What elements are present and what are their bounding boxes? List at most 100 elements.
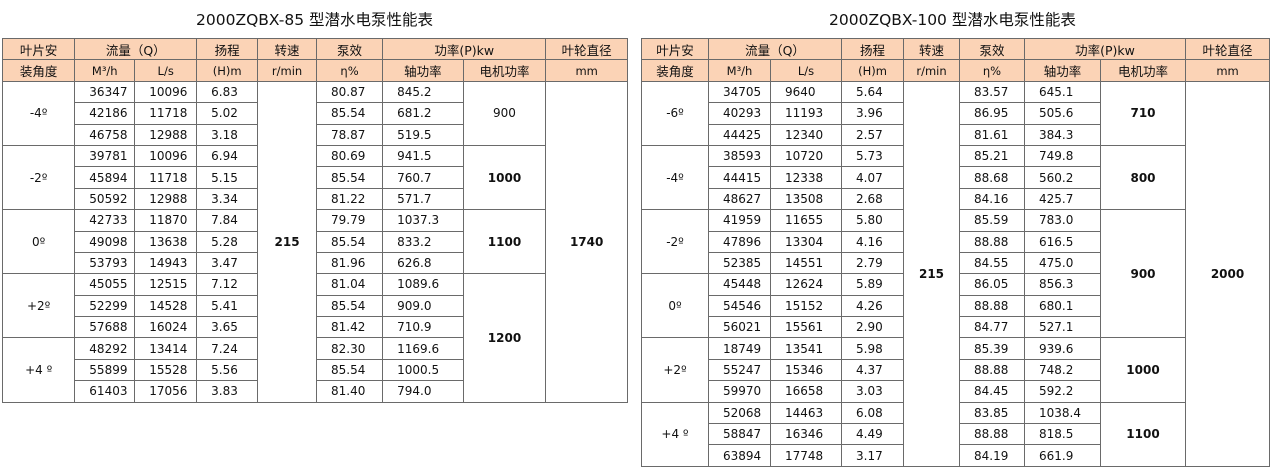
flow-m3h-header: M³/h	[74, 59, 136, 82]
header-row-2: 装角度 M³/h L/s (H)m r/min η% 轴功率 电机功率 mm	[641, 59, 1270, 82]
shaft-power-cell: 475.0	[1024, 251, 1101, 275]
flow-ls-cell: 15561	[770, 316, 842, 339]
efficiency-cell: 80.69	[315, 144, 384, 168]
head-cell: 5.28	[196, 230, 259, 253]
motor-power-cell: 710	[1099, 80, 1187, 146]
angle-header-top: 叶片安	[1, 37, 76, 61]
angle-cell: +2º	[641, 337, 709, 403]
shaft-power-cell: 1169.6	[382, 337, 464, 360]
flow-ls-cell: 17748	[770, 444, 842, 467]
angle-header-top: 叶片安	[641, 37, 709, 61]
shaft-power-cell: 616.5	[1024, 230, 1101, 253]
flow-ls-cell: 16658	[770, 380, 842, 403]
head-cell: 5.41	[196, 294, 259, 318]
efficiency-cell: 83.85	[959, 401, 1025, 425]
flow-m3h-cell: 34705	[708, 80, 771, 104]
performance-table-100: 叶片安 流量（Q） 扬程 转速 泵效 功率(P)kw 叶轮直径 装角度 M³/h L/s (H)m r…	[641, 37, 1270, 467]
efficiency-cell: 81.04	[315, 273, 384, 296]
flow-m3h-cell: 48292	[74, 337, 136, 360]
impeller-header: 叶轮直径	[1185, 37, 1270, 61]
efficiency-cell: 81.22	[315, 187, 384, 211]
motor-power-cell: 800	[1099, 144, 1187, 211]
flow-ls-cell: 14463	[770, 401, 842, 425]
head-cell: 4.07	[841, 166, 904, 189]
table-row: 59970 16658 3.03 84.45 592.2	[642, 380, 1270, 403]
shaft-power-cell: 681.2	[382, 102, 464, 125]
head-cell: 5.89	[841, 273, 904, 296]
power-header: 功率(P)kw	[382, 37, 547, 61]
angle-cell: 0º	[1, 209, 76, 275]
speed-unit-header: r/min	[257, 59, 317, 82]
flow-m3h-cell: 52068	[708, 401, 771, 425]
shaft-power-cell: 384.3	[1024, 123, 1101, 146]
flow-ls-cell: 13541	[770, 337, 842, 360]
angle-cell: +4 º	[641, 401, 709, 467]
table-row: -4º 36347 10096 6.83 215 80.87 845.2 900 1740	[1, 80, 628, 403]
shaft-power-header: 轴功率	[382, 59, 464, 82]
flow-m3h-cell: 45055	[74, 273, 136, 296]
table-row: 42186 11718 5.02 85.54 681.2	[3, 102, 628, 125]
shaft-power-cell: 939.6	[1024, 337, 1101, 360]
motor-power-cell: 1000	[1099, 337, 1187, 403]
angle-cell: -4º	[1, 80, 76, 146]
flow-ls-cell: 10096	[134, 80, 198, 104]
head-cell: 7.12	[196, 273, 259, 296]
head-cell: 5.56	[196, 358, 259, 382]
impeller-header: 叶轮直径	[545, 37, 628, 61]
table-row: 0º 42733 11870 7.84 79.79 1037.3 1100	[1, 209, 628, 275]
head-header: 扬程	[196, 37, 259, 61]
motor-power-cell: 1100	[462, 209, 547, 275]
table-row: +2º 45055 12515 7.12 81.04 1089.6 1200	[1, 273, 628, 403]
angle-cell: -2º	[641, 209, 709, 275]
efficiency-cell: 88.88	[959, 358, 1025, 382]
head-cell: 3.83	[196, 380, 259, 403]
head-cell: 6.94	[196, 144, 259, 168]
head-header: 扬程	[841, 37, 904, 61]
impeller-diameter-cell: 1740	[545, 80, 628, 403]
flow-m3h-cell: 59970	[708, 380, 771, 403]
head-cell: 4.37	[841, 358, 904, 382]
angle-cell: +2º	[1, 273, 76, 339]
efficiency-cell: 88.88	[959, 294, 1025, 318]
flow-m3h-cell: 52385	[708, 251, 771, 275]
efficiency-cell: 78.87	[315, 123, 384, 146]
shaft-power-cell: 710.9	[382, 316, 464, 339]
table-row: 50592 12988 3.34 81.22 571.7	[3, 187, 628, 211]
flow-ls-cell: 10720	[770, 144, 842, 168]
flow-ls-cell: 15528	[134, 358, 198, 382]
flow-ls-cell: 12338	[770, 166, 842, 189]
efficiency-cell: 85.39	[959, 337, 1025, 360]
head-unit-header: (H)m	[196, 59, 259, 82]
flow-m3h-cell: 55899	[74, 358, 136, 382]
flow-m3h-cell: 18749	[708, 337, 771, 360]
flow-ls-cell: 12988	[134, 187, 198, 211]
efficiency-cell: 85.59	[959, 209, 1025, 232]
efficiency-cell: 84.45	[959, 380, 1025, 403]
flow-ls-cell: 9640	[770, 80, 842, 104]
efficiency-cell: 81.61	[959, 123, 1025, 146]
head-unit-header: (H)m	[841, 59, 904, 82]
flow-ls-cell: 15152	[770, 294, 842, 318]
speed-header: 转速	[257, 37, 317, 61]
table-row: 45894 11718 5.15 85.54 760.7	[3, 166, 628, 189]
table-row: 44425 12340 2.57 81.61 384.3	[642, 123, 1270, 146]
shaft-power-cell: 760.7	[382, 166, 464, 189]
flow-m3h-cell: 50592	[74, 187, 136, 211]
shaft-power-cell: 680.1	[1024, 294, 1101, 318]
flow-m3h-cell: 61403	[74, 380, 136, 403]
efficiency-cell: 88.88	[959, 423, 1025, 446]
flow-m3h-cell: 53793	[74, 251, 136, 275]
shaft-power-cell: 519.5	[382, 123, 464, 146]
angle-cell: -6º	[641, 80, 709, 146]
head-cell: 4.49	[841, 423, 904, 446]
head-cell: 6.83	[196, 80, 259, 104]
table-2-title: 2000ZQBX-100 型潜水电泵性能表	[829, 11, 1076, 29]
efficiency-cell: 84.19	[959, 444, 1025, 467]
shaft-power-cell: 1000.5	[382, 358, 464, 382]
efficiency-cell: 79.79	[315, 209, 384, 232]
shaft-power-header: 轴功率	[1024, 59, 1101, 82]
flow-m3h-cell: 57688	[74, 316, 136, 339]
flow-ls-cell: 11718	[134, 166, 198, 189]
table-row: 54546 15152 4.26 88.88 680.1	[642, 294, 1270, 318]
flow-m3h-cell: 41959	[708, 209, 771, 232]
